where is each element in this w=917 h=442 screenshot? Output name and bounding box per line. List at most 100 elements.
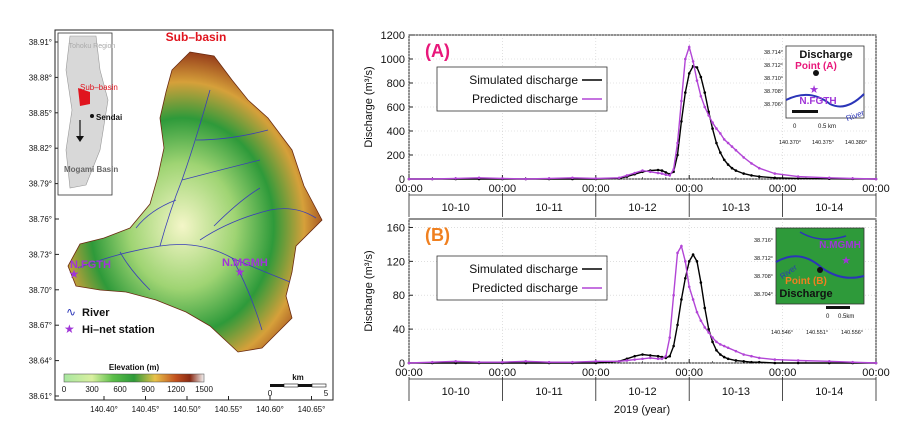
- data-point: [757, 175, 761, 178]
- data-point: [668, 354, 672, 358]
- map-panel: 38.91° 38.88° 38.85° 38.82° 38.79° 38.76° 38.7…: [29, 29, 334, 414]
- data-point: [664, 173, 668, 177]
- data-point: [680, 298, 683, 301]
- chart-a-legend: Simulated discharge Predicted discharge: [436, 66, 608, 112]
- map-lat-ticks: 38.91° 38.88° 38.85° 38.82° 38.79° 38.76° 38.7…: [29, 38, 59, 401]
- map-title: Sub–basin: [166, 30, 227, 44]
- chart-a-ylabel: Discharge (m³/s): [363, 66, 375, 147]
- data-point: [722, 138, 726, 141]
- data-point: [726, 346, 730, 350]
- x-tick-label: 00:00: [769, 183, 797, 195]
- data-point: [691, 60, 695, 63]
- day-label: 10-13: [722, 386, 750, 398]
- legend-river-label: River: [82, 307, 110, 319]
- data-point: [851, 360, 854, 364]
- data-point: [695, 66, 699, 69]
- inset-river-line: [785, 93, 865, 108]
- legend-station-label: Hi–net station: [82, 324, 155, 336]
- legend-simulated: Simulated discharge: [469, 73, 578, 87]
- data-point: [684, 91, 687, 94]
- inset-lat-tick-label: 38.714°: [764, 50, 783, 56]
- data-point: [711, 127, 714, 130]
- day-label: 10-12: [628, 386, 656, 398]
- inset-subbasin-marker: [78, 88, 90, 106]
- star-icon: ★: [235, 265, 246, 279]
- inset-lat-tick-label: 38.704°: [754, 292, 773, 298]
- data-point: [703, 91, 707, 94]
- chart-a-inset-map: ★ Discharge Point (A) N.FGTH River 0 0.5…: [764, 45, 867, 146]
- data-point: [742, 353, 745, 356]
- chart-b-ylabel: Discharge (m³/s): [363, 250, 375, 331]
- inset-city-label: Sendai: [96, 113, 122, 122]
- data-point: [691, 253, 695, 256]
- data-point: [656, 171, 660, 175]
- data-point: [707, 114, 710, 117]
- inset-a-scale-end: 0.5 km: [818, 124, 836, 130]
- day-label: 10-14: [815, 202, 843, 214]
- inset-b-scale-start: 0: [826, 314, 830, 320]
- data-point: [715, 340, 718, 344]
- data-point: [676, 141, 679, 145]
- data-point: [454, 360, 458, 363]
- data-point: [719, 132, 722, 135]
- inset-b-station: N.MGMH: [819, 240, 861, 251]
- y-tick-label: 0: [399, 358, 405, 370]
- x-tick-label: 00:00: [769, 367, 797, 379]
- data-point: [730, 166, 734, 170]
- data-point: [730, 145, 734, 148]
- data-point: [676, 153, 679, 157]
- data-point: [633, 354, 637, 358]
- y-tick-label: 120: [387, 256, 405, 268]
- inset-a-ticks: 38.714° 38.712° 38.710° 38.708° 38.706° 140.3…: [764, 50, 867, 146]
- map-lon-tick-label: 140.40°: [90, 405, 118, 414]
- data-point: [734, 359, 738, 362]
- star-icon: ★: [809, 84, 819, 96]
- station-n-fgth: ★ N.FGTH: [69, 259, 111, 281]
- data-point: [664, 354, 668, 358]
- data-point: [750, 360, 753, 364]
- star-icon: ★: [64, 322, 75, 336]
- x-tick-label: 00:00: [675, 367, 703, 379]
- day-label: 10-10: [442, 386, 470, 398]
- data-point: [684, 260, 687, 263]
- day-label: 10-13: [722, 202, 750, 214]
- data-point: [547, 360, 551, 364]
- data-point: [722, 355, 726, 359]
- data-point: [851, 177, 854, 180]
- colorbar-ticks: 0 300 600 900 1200 1500: [62, 385, 214, 394]
- inset-city-dot: [90, 114, 94, 118]
- inset-a-point: Point (A): [795, 61, 837, 72]
- inset-lat-tick-label: 38.710°: [764, 76, 783, 82]
- inset-lat-tick-label: 38.708°: [754, 274, 773, 280]
- chart-b-y-ticks: 0 40 80 120 160: [387, 222, 413, 370]
- map-lat-tick-label: 38.91°: [29, 38, 52, 47]
- inset-b-ticks: 38.716° 38.712° 38.708° 38.704° 140.546° 140.…: [754, 238, 863, 336]
- tohoku-region-shape: [65, 35, 109, 189]
- data-point: [684, 276, 687, 280]
- chart-b-series: [407, 244, 878, 365]
- y-tick-label: 40: [393, 324, 405, 336]
- elevation-colorbar: Elevation (m) 0 300 600 900 1200 1500: [62, 363, 214, 394]
- data-point: [757, 360, 761, 364]
- station-label: N.MGMH: [222, 257, 268, 269]
- data-point: [687, 72, 691, 75]
- data-point: [773, 176, 777, 180]
- map-lat-tick-label: 38.70°: [29, 286, 52, 295]
- arrow-down-icon: [76, 136, 84, 142]
- map-lon-tick-label: 140.60°: [256, 405, 284, 414]
- data-point: [687, 260, 691, 263]
- y-tick-label: 200: [387, 150, 405, 162]
- data-point: [680, 99, 683, 103]
- data-point: [742, 172, 745, 175]
- inset-lon-tick-label: 140.380°: [845, 140, 867, 146]
- series-line-predicted: [408, 244, 877, 364]
- star-icon: ★: [841, 255, 851, 267]
- data-point: [547, 177, 551, 180]
- data-point: [680, 120, 683, 123]
- data-point: [664, 171, 668, 174]
- day-label: 10-10: [442, 202, 470, 214]
- chart-b-panel-label: (B): [425, 225, 450, 245]
- data-point: [633, 171, 637, 175]
- colorbar-tick-label: 900: [141, 385, 155, 394]
